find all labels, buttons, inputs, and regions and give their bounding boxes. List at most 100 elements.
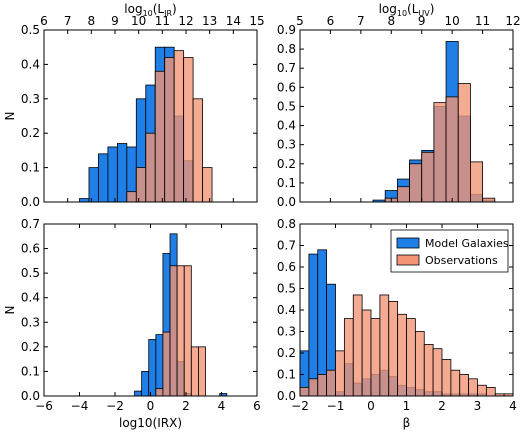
observation-bar [183,265,192,397]
observation-bar [477,384,487,397]
top-axis-label-part: 10 [143,9,153,18]
x-tick-label: 11 [155,14,170,28]
histogram-panel-1: 0.00.10.20.30.40.56 7 8 9 10 11 12 13 14 15Nlog10… [3,2,265,209]
observation-bar [126,191,137,203]
observation-bar [459,374,470,397]
y-tick-label: 0.2 [21,126,40,140]
x-tick-label: −6 [35,399,53,413]
y-tick-label: 0.8 [277,42,296,56]
observation-bar [423,343,434,397]
top-axis-label-part: (L [153,2,165,16]
x-tick-label: 0 [147,399,155,413]
y-axis-label: N [3,306,17,315]
observation-bar [406,318,416,397]
legend-label-model: Model Galaxies [425,237,509,250]
y-tick-label: 0.5 [277,99,296,113]
observation-bar [388,300,399,397]
x-tick-label: 12 [505,14,520,28]
top-axis-label-part: 10 [397,9,407,18]
y-tick-label: 0.6 [277,80,296,94]
top-axis-label-part: log [379,2,397,16]
x-tick-label: 4 [509,399,517,413]
observation-bar [397,313,407,397]
histogram-panel-3: 0.0 0.1 0.2 0.3 0.4 0.5 0.6 0.7 −6 −4 −2 0 2 4 6 Nlog10… [3,217,261,430]
model-bar [155,334,164,397]
observation-bar [482,197,496,203]
y-tick-label: 0.6 [21,242,40,256]
y-tick-label: 0.7 [21,217,40,231]
y-tick-label: 0.3 [277,138,296,152]
observation-bar [155,388,164,397]
x-tick-label: 9 [418,14,426,28]
model-bar [116,143,128,203]
plot-frame [43,29,258,203]
observation-bar [468,378,478,397]
y-tick-label: 0.9 [277,23,296,37]
x-axis-label: β [403,416,411,430]
model-bar [134,390,143,397]
x-tick-label: 13 [202,14,217,28]
observation-bar [441,359,452,397]
y-tick-label: 0.3 [21,92,40,106]
x-tick-label: 9 [111,14,119,28]
top-axis-label-part: IR [164,9,172,18]
y-tick-label: 0.1 [21,364,40,378]
y-tick-label: 0.8 [277,217,296,231]
y-tick-label: 0.0 [21,389,40,403]
x-tick-label: 11 [475,14,490,28]
observation-bar [379,294,390,397]
x-tick-label: −2 [291,399,309,413]
x-tick-label: −4 [71,399,89,413]
observation-bar [162,331,171,397]
legend-label-observations: Observations [425,254,498,267]
x-tick-label: 6 [40,14,48,28]
x-tick-label: 7 [64,14,72,28]
y-tick-label: 0.7 [277,239,296,253]
observation-bar [469,161,483,203]
x-tick-label: 6 [253,399,261,413]
observation-bar [198,346,206,397]
top-axis-label: log10(LIR) [124,2,176,18]
observation-bar [183,57,194,203]
legend-swatch-model [396,237,420,249]
x-tick-label: 2 [438,399,446,413]
observation-bar [308,378,319,397]
x-tick-label: 10 [131,14,146,28]
y-tick-label: 0.4 [21,291,40,305]
y-tick-label: 0.2 [21,340,40,354]
y-tick-label: 0.6 [277,260,296,274]
y-tick-label: 0.4 [277,303,296,317]
y-tick-label: 0.4 [21,57,40,71]
x-tick-label: 14 [226,14,241,28]
model-bar [141,371,150,397]
observation-bar [343,318,354,397]
x-tick-label: −1 [327,399,345,413]
x-tick-label: 0 [367,399,375,413]
y-tick-label: 0.7 [277,61,296,75]
y-tick-label: 0.0 [277,195,296,209]
model-bar [317,249,328,397]
model-bar [79,198,90,203]
model-bar [148,339,157,397]
observation-bar [202,167,213,203]
observation-bar [317,374,328,397]
observation-bar [169,265,178,397]
top-axis-label-part: ) [430,2,435,16]
observation-bar [335,350,345,397]
observation-bar [485,386,496,397]
y-tick-label: 0.5 [277,282,296,296]
top-axis-label-part: ) [172,2,177,16]
top-axis-label-part: log [124,2,142,16]
histogram-panel-2: 0.0 0.1 0.2 0.3 0.4 0.5 0.6 0.7 0.8 0.95 6 7 8 9 10 11 1… [277,2,520,209]
x-tick-label: 12 [178,14,193,28]
y-tick-label: 0.5 [21,266,40,280]
observation-bar [361,309,372,397]
observation-bar [192,98,203,203]
model-bar [107,146,118,203]
observation-bar [414,331,425,397]
y-tick-label: 0.0 [277,389,296,403]
observation-bar [173,50,185,203]
observation-bar [445,96,459,203]
observation-bar [421,151,435,203]
